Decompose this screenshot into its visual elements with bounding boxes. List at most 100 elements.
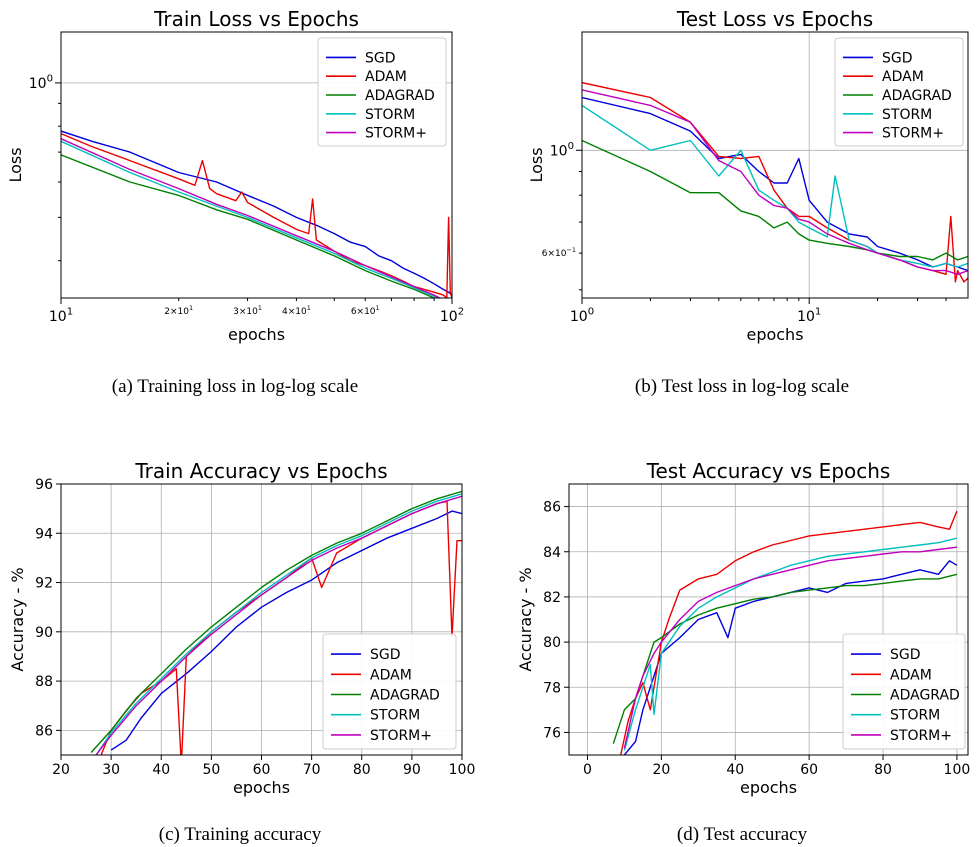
x-tick-label: 101 [49,307,73,325]
legend: SGD ADAM ADAGRAD STORM STORM+ [317,37,447,147]
legend-box [322,633,457,750]
x-axis-label: epochs [233,778,290,797]
series-group [582,81,968,283]
x-tick-label: 90 [403,762,421,778]
x-minor-tick-label: 2×101 [164,304,193,317]
chart-title: Train Loss vs Epochs [153,7,359,31]
y-axis-label: Accuracy - % [516,567,535,671]
legend-label: STORM [882,107,932,123]
legend-label: ADAM [890,667,932,683]
x-axis-label: epochs [740,778,797,797]
legend-label: ADAM [882,69,924,85]
plot-frame [581,31,969,299]
x-minor-tick-label: 4×101 [282,304,311,317]
y-axis-label: Loss [527,147,546,182]
y-tick-label: 86 [543,500,561,516]
legend-label: ADAGRAD [365,88,435,104]
chart-title: Train Accuracy vs Epochs [134,459,387,483]
plot-frame [568,483,969,756]
legend-label: STORM+ [365,126,427,142]
y-tick-label: 90 [35,625,53,641]
legend-box [834,37,964,147]
y-tick-label: 76 [543,725,561,741]
x-tick-label: 0 [583,762,592,778]
legend-label: SGD [370,647,401,663]
legend-label: STORM+ [882,126,944,142]
y-tick-label: 94 [35,526,53,542]
legend: SGD ADAM ADAGRAD STORM STORM+ [834,37,964,147]
series-group [612,510,958,755]
y-tick-label: 82 [543,590,561,606]
legend-label: STORM [365,107,415,123]
y-axis-label: Loss [6,147,25,182]
plot-frame [60,31,453,299]
series-line-storm [61,140,440,298]
caption-b: (b) Test loss in log-log scale [635,376,849,397]
chart-panel-3: 0 20 40 60 80 100 76 78 80 82 84 86 Test Accuracy vs… [516,459,970,797]
x-tick-label: 101 [797,307,821,325]
series-line-storm-plus [61,138,442,298]
x-tick-label: 100 [449,762,476,778]
y-tick-label: 88 [35,674,53,690]
y-tick-label: 92 [35,576,53,592]
caption-c: (c) Training accuracy [159,824,322,845]
series-line-sgd [61,130,452,296]
legend-label: ADAGRAD [890,688,960,704]
series-line-adagrad [90,490,462,753]
series-line-storm [95,493,462,755]
caption-d: (d) Test accuracy [677,824,808,845]
y-tick-label: 96 [35,477,53,493]
caption-a: (a) Training loss in log-log scale [112,376,358,397]
legend: SGD ADAM ADAGRAD STORM STORM+ [842,633,966,750]
legend-label: ADAM [365,69,407,85]
series-line-storm [623,537,958,751]
y-axis-label: Accuracy - % [8,567,27,671]
legend-box [842,633,966,750]
x-tick-label: 70 [303,762,321,778]
x-tick-label: 20 [52,762,70,778]
x-tick-label: 100 [570,307,594,325]
y-tick-label: 84 [543,545,561,561]
y-tick-label: 86 [35,723,53,739]
chart-panel-2: 20 30 40 50 60 70 80 90 100 86 88 90 92 94 96 Train Acc… [8,459,475,797]
x-tick-label: 50 [202,762,220,778]
series-group [90,490,462,755]
y-minor-tick-label: 6×10−1 [542,246,576,259]
legend-box [317,37,447,147]
series-line-storm [582,104,968,268]
chart-panel-1: 100 101 100 6×10−1 Test Loss vs Epochs epochs… [527,7,969,344]
series-line-storm-plus [623,546,957,749]
x-tick-label: 60 [253,762,271,778]
series-line-storm-plus [95,495,462,755]
series-line-sgd [110,510,462,751]
x-minor-tick-label: 3×101 [233,304,262,317]
x-minor-tick-label: 6×101 [351,304,380,317]
legend-label: SGD [890,647,921,663]
series-line-adam [61,132,452,298]
series-line-adagrad [612,573,958,744]
x-tick-label: 80 [353,762,371,778]
legend-label: STORM [890,708,940,724]
x-tick-label: 20 [652,762,670,778]
x-tick-label: 102 [440,307,464,325]
x-axis-label: epochs [228,325,285,344]
legend-label: STORM+ [370,728,432,744]
y-tick-label: 80 [543,635,561,651]
legend-label: SGD [882,50,913,66]
chart-title: Test Accuracy vs Epochs [646,459,891,483]
x-tick-label: 60 [800,762,818,778]
legend-label: ADAM [370,667,412,683]
series-line-adagrad [61,154,436,298]
y-tick-label: 78 [543,680,561,696]
series-group [61,130,452,298]
x-tick-label: 80 [874,762,892,778]
legend-label: STORM [370,708,420,724]
legend-label: SGD [365,50,396,66]
x-tick-label: 40 [726,762,744,778]
legend-label: ADAGRAD [370,688,440,704]
y-tick-label: 100 [29,74,53,92]
series-line-adagrad [582,139,968,261]
legend-label: ADAGRAD [882,88,952,104]
x-tick-label: 40 [152,762,170,778]
